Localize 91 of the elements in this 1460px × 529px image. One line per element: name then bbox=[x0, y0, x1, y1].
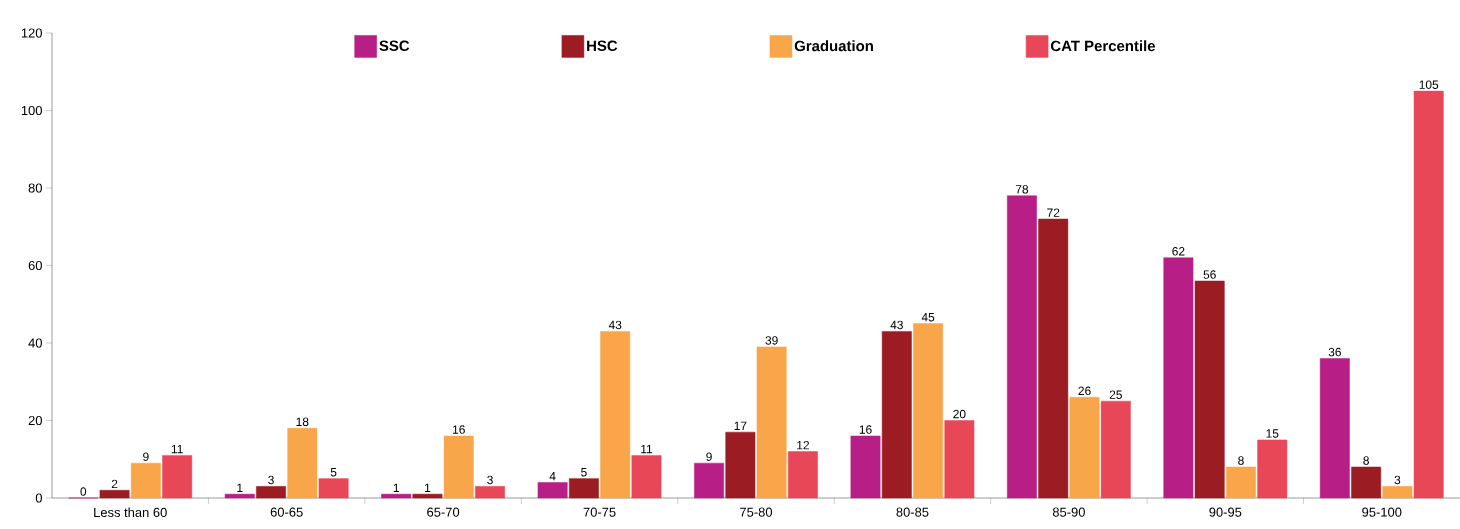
data-label: 1 bbox=[425, 483, 431, 492]
x-tick-label: 80-85 bbox=[896, 507, 929, 517]
data-label: 9 bbox=[143, 452, 149, 461]
data-label: 43 bbox=[608, 320, 622, 330]
x-tick-label: 75-80 bbox=[740, 507, 773, 517]
y-tick-label: 60 bbox=[28, 260, 42, 271]
bar bbox=[944, 420, 975, 499]
bar bbox=[1413, 90, 1444, 499]
bar bbox=[1194, 280, 1225, 499]
bar bbox=[725, 431, 756, 499]
bar bbox=[881, 331, 912, 499]
bar bbox=[913, 323, 943, 499]
y-tick-label: 40 bbox=[28, 338, 42, 348]
bar bbox=[1163, 257, 1194, 499]
bar bbox=[1257, 439, 1288, 499]
data-label: 9 bbox=[706, 452, 712, 461]
legend-label: Graduation bbox=[794, 40, 873, 52]
data-label: 105 bbox=[1419, 80, 1439, 89]
bar bbox=[788, 451, 818, 499]
x-tick-label: 95-100 bbox=[1362, 507, 1402, 517]
data-label: 62 bbox=[1172, 247, 1185, 256]
bar bbox=[1038, 218, 1069, 499]
bar bbox=[381, 493, 412, 499]
bar bbox=[1319, 358, 1350, 499]
bar bbox=[1226, 466, 1256, 499]
data-label: 1 bbox=[237, 483, 243, 492]
data-label: 2 bbox=[111, 479, 118, 489]
data-label: 0 bbox=[80, 487, 87, 496]
bar bbox=[1069, 397, 1100, 499]
y-tick-label: 120 bbox=[21, 28, 42, 38]
data-label: 4 bbox=[549, 472, 556, 481]
legend-label: CAT Percentile bbox=[1050, 40, 1156, 52]
bar bbox=[537, 482, 568, 499]
bar bbox=[631, 455, 662, 499]
y-tick-label: 100 bbox=[21, 105, 42, 116]
bar bbox=[568, 478, 599, 499]
data-label: 3 bbox=[1394, 475, 1401, 485]
bar bbox=[1351, 466, 1382, 499]
data-label: 11 bbox=[171, 444, 183, 454]
y-tick-label: 80 bbox=[28, 183, 42, 193]
bar bbox=[224, 493, 255, 499]
data-label: 3 bbox=[268, 475, 274, 485]
x-tick-label: 90-95 bbox=[1209, 507, 1242, 517]
bar bbox=[1382, 486, 1413, 499]
data-label: 72 bbox=[1047, 208, 1060, 217]
y-tick-label: 20 bbox=[28, 415, 42, 426]
bar bbox=[256, 486, 286, 499]
data-label: 5 bbox=[330, 468, 337, 477]
data-label: 18 bbox=[296, 417, 309, 427]
data-label: 1 bbox=[393, 483, 399, 492]
data-label: 8 bbox=[1238, 456, 1244, 465]
bar bbox=[1100, 400, 1131, 499]
data-label: 17 bbox=[734, 421, 747, 430]
bar bbox=[162, 455, 193, 499]
data-label: 25 bbox=[1109, 390, 1122, 399]
x-tick-label: 85-90 bbox=[1052, 507, 1085, 517]
data-label: 5 bbox=[581, 468, 587, 477]
bar bbox=[443, 435, 474, 499]
bar bbox=[475, 486, 505, 499]
data-label: 78 bbox=[1015, 185, 1029, 194]
x-tick-label: 70-75 bbox=[583, 507, 616, 517]
data-label: 45 bbox=[921, 313, 935, 322]
x-tick-label: 60-65 bbox=[270, 507, 303, 517]
bar bbox=[318, 478, 349, 499]
data-label: 20 bbox=[953, 409, 966, 419]
data-label: 8 bbox=[1363, 456, 1369, 465]
bar bbox=[287, 428, 318, 499]
data-label: 43 bbox=[890, 320, 903, 330]
data-label: 56 bbox=[1203, 270, 1216, 279]
data-label: 16 bbox=[453, 425, 465, 434]
data-label: 36 bbox=[1328, 347, 1341, 357]
data-label: 12 bbox=[797, 440, 809, 450]
data-label: 39 bbox=[765, 336, 778, 345]
legend-label: HSC bbox=[587, 40, 618, 52]
legend-label: SSC bbox=[379, 40, 410, 52]
bar bbox=[756, 346, 787, 499]
bar bbox=[1007, 195, 1037, 499]
bar bbox=[130, 462, 161, 499]
data-label: 16 bbox=[859, 425, 872, 434]
y-tick-label: 0 bbox=[35, 493, 42, 503]
x-tick-label: Less than 60 bbox=[94, 507, 167, 518]
bar bbox=[850, 435, 881, 499]
data-label: 3 bbox=[487, 475, 493, 485]
bar bbox=[412, 493, 443, 499]
bar bbox=[694, 462, 724, 499]
bar bbox=[99, 490, 130, 499]
x-tick-label: 65-70 bbox=[427, 507, 460, 517]
data-label: 26 bbox=[1078, 386, 1091, 396]
bar bbox=[600, 331, 631, 499]
data-label: 11 bbox=[641, 444, 653, 454]
data-label: 15 bbox=[1266, 429, 1279, 438]
